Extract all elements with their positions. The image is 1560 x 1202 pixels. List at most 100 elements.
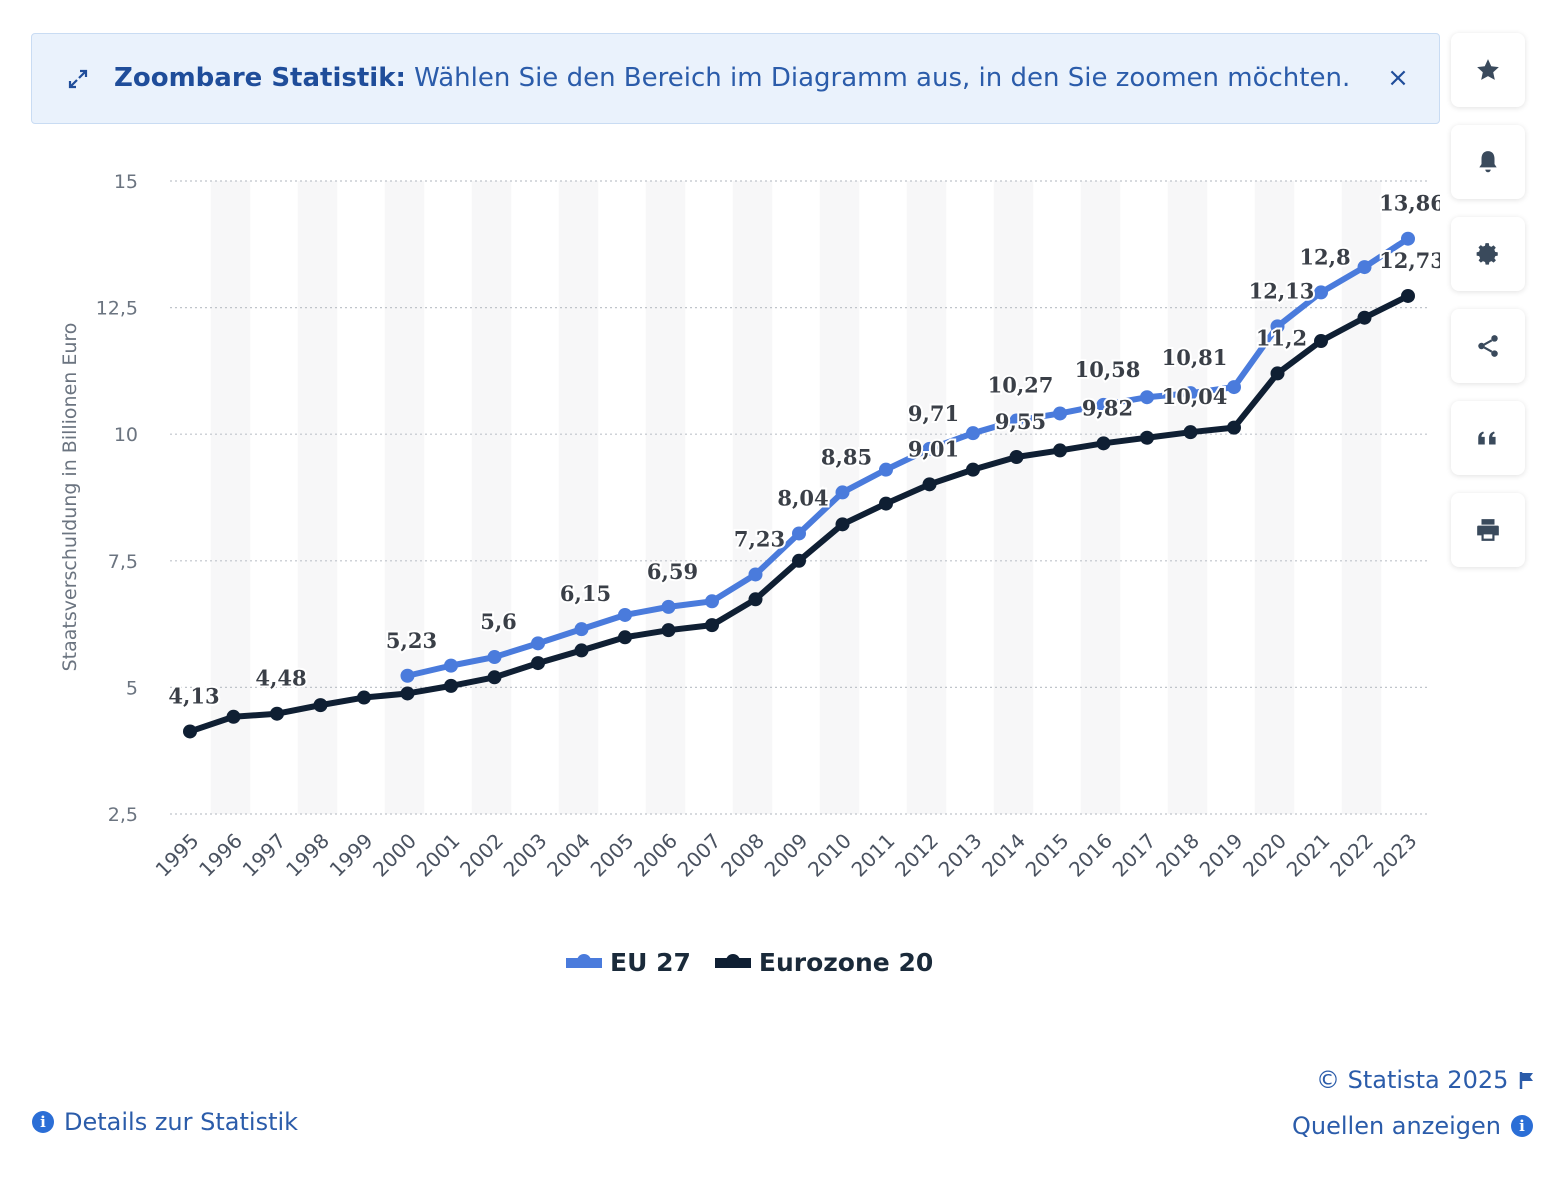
legend-label-eurozone: Eurozone 20 (758, 948, 934, 977)
banner-text: Zoombare Statistik: Wählen Sie den Berei… (114, 60, 1350, 96)
info-icon: i (32, 1111, 54, 1133)
data-point[interactable] (705, 618, 719, 633)
data-point[interactable] (1314, 334, 1328, 349)
column-band (645, 181, 686, 814)
column-band (1167, 181, 1208, 814)
data-point[interactable] (270, 706, 284, 721)
legend-label-eu27: EU 27 (610, 948, 691, 977)
data-point[interactable] (444, 678, 458, 693)
x-tick-label: 1996 (194, 829, 247, 882)
data-point[interactable] (922, 477, 937, 492)
x-tick-label: 2004 (542, 829, 595, 882)
data-point[interactable] (400, 668, 415, 683)
data-point[interactable] (835, 485, 850, 500)
data-point[interactable] (748, 567, 763, 582)
data-point[interactable] (966, 462, 980, 477)
data-point[interactable] (400, 686, 415, 701)
data-point[interactable] (1183, 386, 1198, 401)
data-point[interactable] (966, 426, 980, 441)
chart-legend: EU 27 Eurozone 20 (566, 948, 933, 977)
data-point[interactable] (1357, 310, 1372, 325)
data-point[interactable] (835, 517, 850, 532)
data-label: 5,6 (480, 609, 517, 634)
copyright-label: © Statista 2025 (1316, 1066, 1509, 1094)
data-point[interactable] (531, 636, 545, 651)
data-point[interactable] (748, 592, 763, 607)
data-point[interactable] (1357, 260, 1372, 275)
data-point[interactable] (574, 622, 589, 637)
data-point[interactable] (1401, 288, 1415, 303)
legend-item-eurozone[interactable]: Eurozone 20 (714, 948, 934, 977)
settings-button[interactable] (1451, 217, 1525, 291)
x-tick-label: 2022 (1325, 829, 1378, 882)
favorite-button[interactable] (1451, 33, 1525, 107)
y-tick-label: 7,5 (108, 551, 138, 573)
data-point[interactable] (922, 441, 937, 456)
column-band (384, 181, 425, 814)
star-icon (1477, 59, 1499, 80)
data-point[interactable] (1140, 430, 1154, 445)
x-tick-label: 2023 (1369, 829, 1422, 882)
data-point[interactable] (487, 670, 502, 685)
data-point[interactable] (1096, 436, 1111, 451)
data-point[interactable] (574, 643, 589, 658)
x-tick-label: 2007 (673, 829, 726, 882)
data-point[interactable] (1009, 449, 1024, 464)
data-point[interactable] (618, 630, 632, 645)
close-icon[interactable]: × (1387, 63, 1409, 93)
details-label: Details zur Statistik (64, 1108, 299, 1136)
banner-message: Wählen Sie den Bereich im Diagramm aus, … (414, 63, 1351, 93)
data-point[interactable] (1053, 406, 1067, 421)
data-point[interactable] (1270, 366, 1285, 381)
data-label: 9,01 (908, 436, 959, 461)
legend-item-eu27[interactable]: EU 27 (566, 948, 691, 977)
data-label: 12,8 (1299, 244, 1350, 269)
data-point[interactable] (1009, 413, 1024, 428)
data-point[interactable] (792, 526, 806, 541)
notification-button[interactable] (1451, 125, 1525, 199)
data-point[interactable] (661, 623, 676, 638)
print-button[interactable] (1451, 493, 1525, 567)
legend-swatch-eu27 (566, 953, 602, 968)
data-point[interactable] (1096, 397, 1111, 412)
data-label: 10,04 (1162, 384, 1228, 409)
x-tick-label: 2021 (1282, 829, 1335, 882)
data-point[interactable] (1227, 380, 1241, 395)
cite-button[interactable] (1451, 401, 1525, 475)
x-tick-label: 2008 (716, 829, 769, 882)
y-tick-label: 10 (114, 424, 138, 446)
data-point[interactable] (879, 462, 893, 477)
copyright[interactable]: © Statista 2025 (1316, 1066, 1536, 1094)
x-tick-label: 1997 (238, 829, 291, 882)
data-point[interactable] (1053, 443, 1067, 458)
data-point[interactable] (1270, 319, 1285, 334)
data-point[interactable] (1227, 420, 1241, 435)
data-point[interactable] (792, 553, 806, 568)
data-point[interactable] (879, 496, 893, 511)
data-point[interactable] (357, 690, 371, 705)
data-point[interactable] (444, 658, 458, 673)
line-chart[interactable]: 2,5 5 7,5 10 12,5 15 Staatsverschuldung in Bil… (0, 140, 1440, 930)
x-tick-label: 2003 (499, 829, 552, 882)
data-point[interactable] (1314, 285, 1328, 300)
x-tick-label: 1995 (151, 829, 204, 882)
data-point[interactable] (313, 698, 328, 713)
data-point[interactable] (618, 607, 632, 622)
data-point[interactable] (1183, 425, 1198, 440)
data-label: 13,86 (1379, 191, 1440, 216)
details-link[interactable]: i Details zur Statistik (32, 1108, 298, 1136)
data-point[interactable] (705, 594, 719, 609)
column-band (732, 181, 773, 814)
data-point[interactable] (661, 599, 676, 614)
info-icon: i (1510, 1115, 1533, 1137)
data-point[interactable] (487, 650, 502, 665)
share-button[interactable] (1451, 309, 1525, 383)
data-point[interactable] (531, 656, 545, 671)
sources-link[interactable]: Quellen anzeigen i (1292, 1112, 1533, 1140)
data-point[interactable] (183, 724, 197, 739)
x-tick-label: 2006 (629, 829, 682, 882)
data-point[interactable] (226, 709, 241, 724)
x-tick-label: 1998 (281, 829, 334, 882)
data-point[interactable] (1401, 231, 1415, 246)
data-point[interactable] (1140, 390, 1154, 405)
